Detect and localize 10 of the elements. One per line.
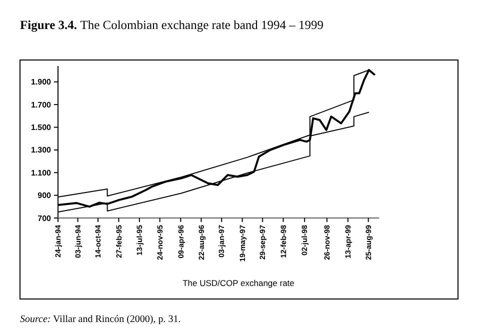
x-axis-title: The USD/COP exchange rate [182, 278, 295, 288]
y-tick-label: 1.300 [30, 146, 52, 155]
chart-title: Figure 3.4. The Colombian exchange rate band 1994 – 1999 [20, 18, 324, 32]
y-tick-label: 1.100 [30, 168, 52, 178]
y-tick-label: 1.700 [30, 100, 52, 110]
y-tick-label: 1.900 [30, 78, 52, 87]
y-tick-label: 1.500 [30, 123, 52, 132]
y-tick-label: 700 [38, 214, 52, 223]
source-note: Source: Villar and Rincón (2000), p. 31. [20, 314, 181, 325]
y-tick-label: 900 [38, 191, 52, 200]
